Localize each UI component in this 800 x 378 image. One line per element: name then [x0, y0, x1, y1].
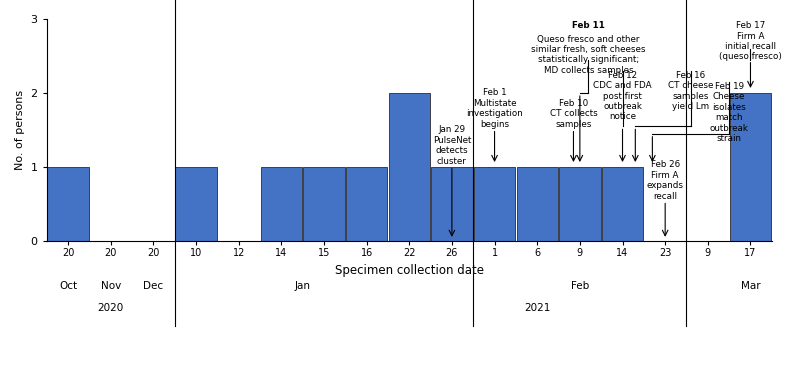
- Y-axis label: No. of persons: No. of persons: [15, 90, 25, 170]
- Bar: [431, 167, 473, 241]
- Bar: [602, 167, 643, 241]
- Bar: [47, 167, 89, 241]
- Text: Mar: Mar: [741, 281, 760, 291]
- Text: Feb 26
Firm A
expands
recall: Feb 26 Firm A expands recall: [646, 160, 684, 200]
- Text: 2021: 2021: [524, 304, 550, 313]
- Text: Feb 11: Feb 11: [572, 21, 605, 30]
- Bar: [517, 167, 558, 241]
- Text: Feb 10
CT collects
samples: Feb 10 CT collects samples: [550, 99, 598, 129]
- X-axis label: Specimen collection date: Specimen collection date: [334, 264, 484, 277]
- Bar: [559, 167, 601, 241]
- Text: Feb 1
Multistate
investigation
begins: Feb 1 Multistate investigation begins: [466, 88, 523, 129]
- Text: Nov: Nov: [101, 281, 121, 291]
- Text: Feb: Feb: [570, 281, 589, 291]
- Bar: [261, 167, 302, 241]
- Bar: [389, 93, 430, 241]
- Text: 2020: 2020: [98, 304, 124, 313]
- Text: Queso fresco and other
similar fresh, soft cheeses
statistically significant;
MD: Queso fresco and other similar fresh, so…: [531, 34, 646, 75]
- Bar: [730, 93, 771, 241]
- Text: Oct: Oct: [59, 281, 77, 291]
- Text: Dec: Dec: [143, 281, 163, 291]
- Bar: [303, 167, 345, 241]
- Bar: [175, 167, 217, 241]
- Text: Jan: Jan: [294, 281, 310, 291]
- Text: Feb 12
CDC and FDA
post first
outbreak
notice: Feb 12 CDC and FDA post first outbreak n…: [594, 71, 652, 121]
- Text: Feb 16
CT cheese
samples
yield Lm: Feb 16 CT cheese samples yield Lm: [668, 71, 714, 111]
- Bar: [474, 167, 515, 241]
- Text: Feb 17
Firm A
initial recall
(queso fresco): Feb 17 Firm A initial recall (queso fres…: [719, 21, 782, 61]
- Text: Jan 29
PulseNet
detects
cluster: Jan 29 PulseNet detects cluster: [433, 125, 471, 166]
- Bar: [346, 167, 387, 241]
- Text: Feb 19
Cheese
isolates
match
outbreak
strain: Feb 19 Cheese isolates match outbreak st…: [710, 82, 749, 143]
